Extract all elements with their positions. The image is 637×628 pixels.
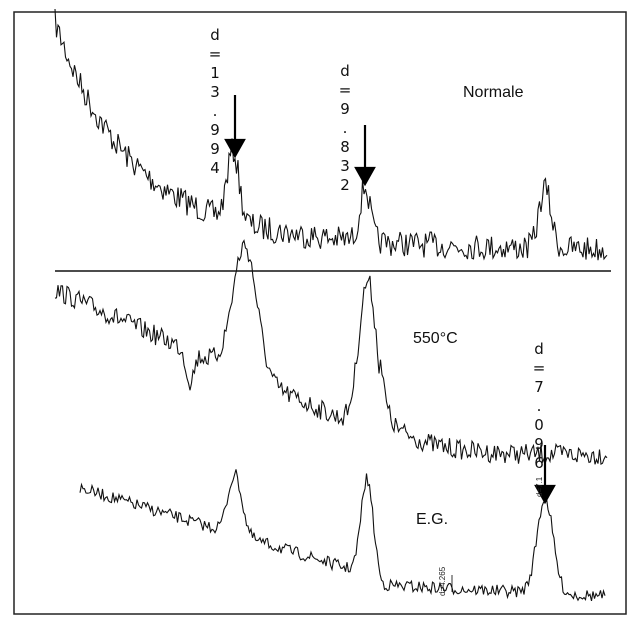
arrows — [224, 95, 556, 592]
arrow-head — [534, 484, 556, 505]
trace-name: E.G. — [416, 511, 449, 528]
peak-label: d=13.994 — [206, 26, 224, 178]
small-label: d=4.265 — [438, 566, 447, 596]
small-label: d=7.1 — [535, 476, 544, 497]
trace-name: Normale — [463, 84, 524, 101]
arrow-head — [224, 138, 246, 159]
trace — [54, 239, 608, 465]
trace-name: 550°C — [413, 330, 458, 347]
trace — [79, 469, 606, 602]
peak-label: d=7.096 — [530, 340, 548, 473]
arrow-head — [354, 166, 376, 187]
frame — [13, 11, 627, 615]
trace — [54, 8, 608, 261]
traces — [54, 8, 608, 602]
peak-label: d=9.832 — [336, 62, 354, 195]
